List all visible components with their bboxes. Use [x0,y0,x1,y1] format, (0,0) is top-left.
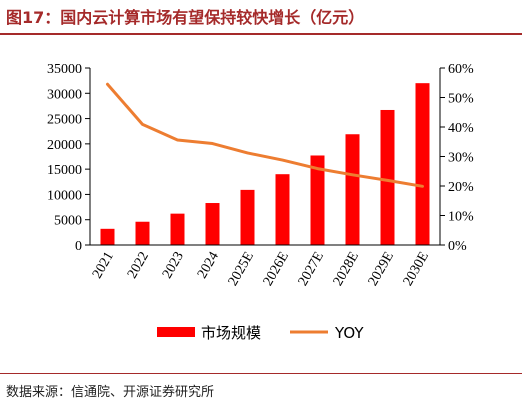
legend-label-bar: 市场规模 [201,324,261,342]
bar [380,109,395,245]
bar [170,213,185,245]
category-label: 2022 [125,250,152,282]
bar [310,155,325,245]
left-tick-label: 30000 [47,87,82,102]
right-tick-label: 0% [448,239,467,254]
category-label: 2021 [90,250,117,282]
bar [135,221,150,245]
bar [275,174,290,245]
category-label: 2027E [296,250,327,289]
left-tick-label: 5000 [54,214,82,229]
bar [345,134,360,245]
left-tick-label: 0 [75,239,82,254]
right-tick-label: 10% [448,210,474,225]
right-tick-label: 60% [448,62,474,77]
category-label: 2029E [366,250,397,289]
right-tick-label: 40% [448,121,474,136]
right-axis: 0% 10% 20% 30% 40% 50% 60% [439,62,474,254]
bar [100,228,115,245]
category-label: 2028E [331,250,362,289]
bar [205,203,220,245]
source-note: 数据来源：信通院、开源证券研究所 [6,385,215,400]
chart-title: 图17：国内云计算市场有望保持较快增长（亿元） [6,8,365,27]
legend-label-line: YOY [334,324,364,342]
bar [415,83,430,246]
x-axis: 2021 2022 2023 2024 2025E 2026E 2027E 2028E 2029… [90,244,440,289]
left-tick-label: 35000 [47,62,82,77]
source-rule [0,373,522,374]
yoy-series [106,82,424,188]
bar [240,189,255,245]
category-label: 2024 [195,250,222,282]
category-label: 2025E [226,250,257,289]
bar-series [100,83,430,246]
left-tick-label: 10000 [47,188,82,203]
right-tick-label: 20% [448,180,474,195]
yoy-line [106,82,424,188]
category-label: 2026E [261,250,292,289]
category-label: 2030E [401,250,432,289]
right-tick-label: 50% [448,92,474,107]
legend-swatch-bar [157,327,195,337]
legend: 市场规模 YOY [157,324,364,342]
left-tick-label: 15000 [47,163,82,178]
left-tick-label: 25000 [47,113,82,128]
title-rule [0,33,522,35]
left-tick-label: 20000 [47,138,82,153]
right-tick-label: 30% [448,151,474,166]
left-axis: 0 5000 10000 15000 20000 25000 30000 35000 [47,62,91,254]
category-label: 2023 [160,250,187,282]
